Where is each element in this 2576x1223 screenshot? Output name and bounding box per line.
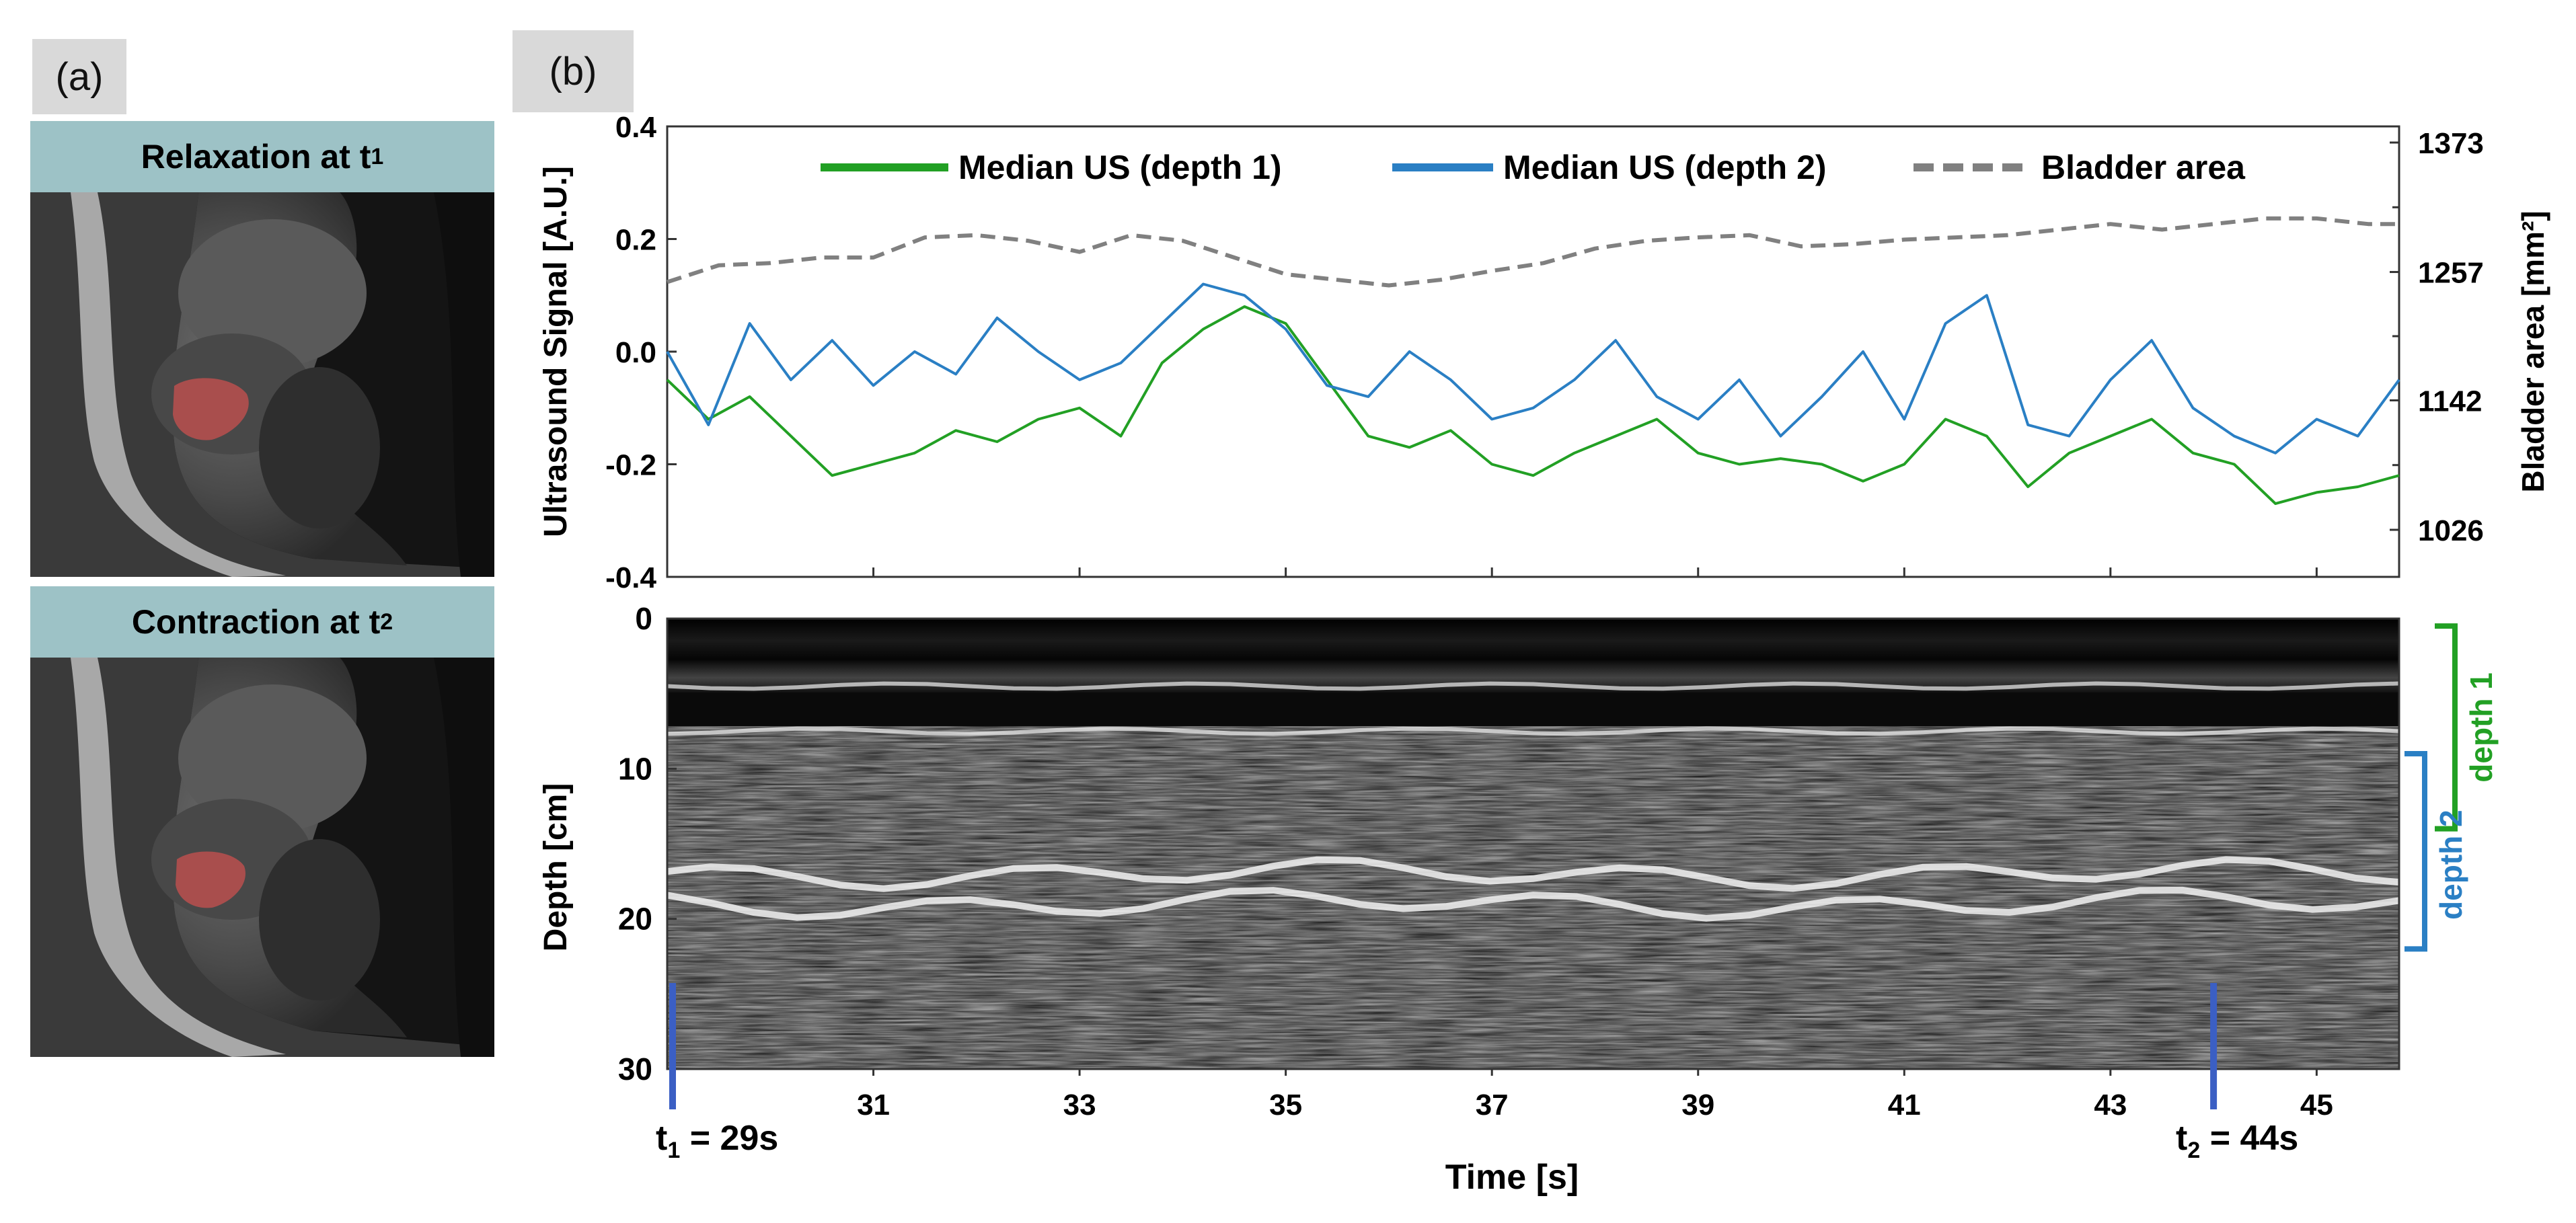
right-y-tick-label: 1257 (2418, 257, 2484, 290)
time-marker-label-main: t (2176, 1119, 2187, 1158)
left-y-tick-label: -0.4 (605, 561, 656, 594)
line-chart: 0.4 0.2 0.0 -0.2 -0.4 1373 1257 1142 1026 Ultra… (538, 111, 2550, 594)
legend-item-depth1: Median US (depth 1) (821, 149, 1282, 186)
right-y-tick-label: 1026 (2418, 514, 2484, 547)
depth-y-tick-label: 30 (618, 1052, 652, 1087)
depth-chart-xlabel: Time [s] (1445, 1158, 1579, 1197)
time-x-tick-label: 33 (1063, 1089, 1096, 1121)
bright-band (667, 886, 2399, 922)
left-y-tick-label: 0.0 (615, 336, 656, 369)
depth-y-ticks: 0 10 20 30 (618, 601, 677, 1087)
legend-label-depth1: Median US (depth 1) (958, 149, 1282, 186)
y2label-text: Bladder area [mm²] (2515, 210, 2550, 492)
contraction-header-sub: 2 (380, 608, 393, 635)
time-marker-label: t1 = 29s (656, 1119, 778, 1163)
time-x-tick-label: 41 (1888, 1089, 1921, 1121)
series-depth1-line (666, 305, 2400, 506)
ultrasound-depth-image (667, 619, 2399, 1069)
depth-y-tick-label: 10 (618, 751, 652, 786)
line-chart-y2label: Bladder area [mm²] (2515, 210, 2550, 492)
mri-image-contraction (30, 658, 494, 1057)
line-series (666, 216, 2400, 506)
panel-a-tag: (a) (32, 39, 126, 114)
right-y-ticks: 1373 1257 1142 1026 (2390, 127, 2484, 547)
legend-item-bladder: Bladder area (1914, 149, 2246, 186)
time-x-tick-label: 45 (2300, 1089, 2333, 1121)
top-x-ticks (872, 567, 2318, 577)
depth-chart: 0 10 20 30 31 33 35 37 39 41 43 45 Depth [cm] Time… (538, 601, 2499, 1197)
time-x-tick-label: 43 (2094, 1089, 2127, 1121)
legend: Median US (depth 1) Median US (depth 2) … (821, 149, 2246, 186)
left-y-tick-label: 0.4 (615, 111, 657, 144)
time-x-ticks: 31 33 35 37 39 41 43 45 (857, 1069, 2333, 1121)
time-marker-label-tail: = 29s (680, 1119, 778, 1158)
time-x-tick-label: 37 (1476, 1089, 1509, 1121)
depth-y-tick-label: 0 (635, 601, 652, 636)
time-marker-label: t2 = 44s (2176, 1119, 2298, 1163)
legend-label-depth2: Median US (depth 2) (1503, 149, 1827, 186)
left-y-tick-label: 0.2 (615, 224, 656, 257)
legend-label-bladder: Bladder area (2041, 149, 2246, 186)
depth-y-tick-label: 20 (618, 902, 652, 937)
legend-item-depth2: Median US (depth 2) (1392, 149, 1827, 186)
bright-band (667, 681, 2399, 691)
depth-chart-frame (666, 617, 2400, 1070)
time-marker-label-tail: = 44s (2200, 1119, 2298, 1158)
time-markers: t1 = 29s t2 = 44s (656, 983, 2298, 1163)
time-x-tick-label: 39 (1681, 1089, 1714, 1121)
bright-bands (667, 681, 2399, 922)
depth-chart-ylabel: Depth [cm] (538, 783, 574, 952)
time-marker-label-sub: 2 (2187, 1138, 2200, 1163)
left-y-ticks: 0.4 0.2 0.0 -0.2 -0.4 (605, 111, 677, 594)
panel-b-tag: (b) (513, 30, 634, 112)
time-x-tick-label: 35 (1269, 1089, 1302, 1121)
bright-band (667, 856, 2399, 892)
depth2-bracket (2404, 751, 2427, 952)
relaxation-header-text: Relaxation at t (141, 138, 371, 175)
depth1-label: depth 1 (2464, 672, 2499, 783)
depth1-bracket (2435, 623, 2458, 832)
right-y-tick-label: 1373 (2418, 127, 2484, 160)
time-x-tick-label: 31 (857, 1089, 890, 1121)
right-y-tick-label: 1142 (2418, 385, 2482, 418)
depth-brackets: depth 1 depth 2 (2404, 623, 2499, 952)
mri-image-relaxation (30, 192, 494, 577)
time-marker-label-sub: 1 (667, 1138, 680, 1163)
time-marker-label-main: t (656, 1119, 667, 1158)
series-depth2-line (666, 282, 2400, 455)
depth2-label: depth 2 (2433, 810, 2468, 920)
left-y-tick-label: -0.2 (605, 449, 656, 482)
series-bladder-line (667, 216, 2399, 288)
contraction-header-text: Contraction at t (131, 603, 381, 641)
line-chart-ylabel: Ultrasound Signal [A.U.] (538, 166, 574, 537)
relaxation-header-sub: 1 (371, 143, 384, 169)
bright-band (667, 726, 2399, 736)
